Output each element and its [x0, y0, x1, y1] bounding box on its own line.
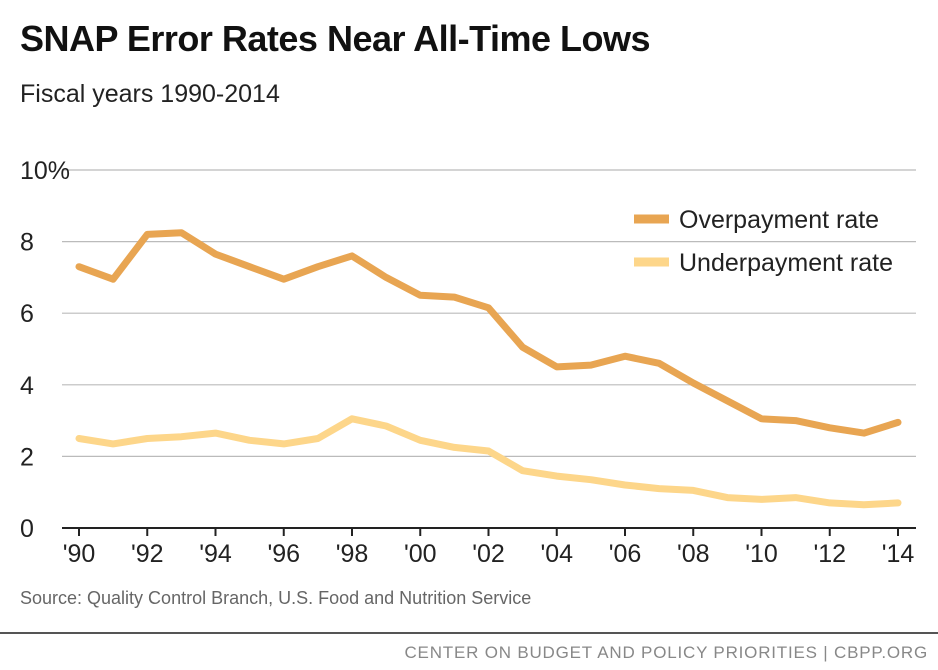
- footer-divider: [0, 632, 938, 634]
- x-tick-label: '04: [540, 540, 573, 568]
- legend-label: Overpayment rate: [679, 206, 879, 234]
- legend-label: Underpayment rate: [679, 249, 893, 277]
- x-tick-label: '90: [63, 540, 96, 568]
- line-chart: 0 2 4 6 8 10% '90 '92 '94 '96 '98 '00 '02 '04 '06 '08 '1…: [20, 157, 916, 568]
- footer-credit: CENTER ON BUDGET AND POLICY PRIORITIES |…: [404, 643, 928, 662]
- overpayment-rate-line: [75, 229, 902, 437]
- x-tick-label: '02: [472, 540, 505, 568]
- chart-title: SNAP Error Rates Near All-Time Lows: [20, 18, 651, 59]
- source-note: Source: Quality Control Branch, U.S. Foo…: [20, 588, 532, 608]
- y-tick-label: 6: [20, 300, 34, 328]
- y-tick-label: 4: [20, 372, 34, 400]
- y-tick-label: 2: [20, 443, 34, 471]
- x-tick-label: '14: [882, 540, 915, 568]
- y-tick-label: 8: [20, 229, 34, 257]
- chart-subtitle: Fiscal years 1990-2014: [20, 80, 280, 108]
- x-tick-label: '06: [609, 540, 642, 568]
- underpayment-rate-line: [75, 415, 902, 509]
- x-tick-label: '96: [267, 540, 300, 568]
- x-tick-label: '12: [813, 540, 846, 568]
- x-tick-label: '08: [677, 540, 710, 568]
- y-tick-label: 10%: [20, 157, 70, 185]
- x-tick-label: '94: [199, 540, 232, 568]
- x-tick-label: '00: [404, 540, 437, 568]
- y-tick-label: 0: [20, 515, 34, 543]
- x-tick-label: '10: [745, 540, 778, 568]
- x-tick-label: '98: [336, 540, 369, 568]
- x-tick-label: '92: [131, 540, 164, 568]
